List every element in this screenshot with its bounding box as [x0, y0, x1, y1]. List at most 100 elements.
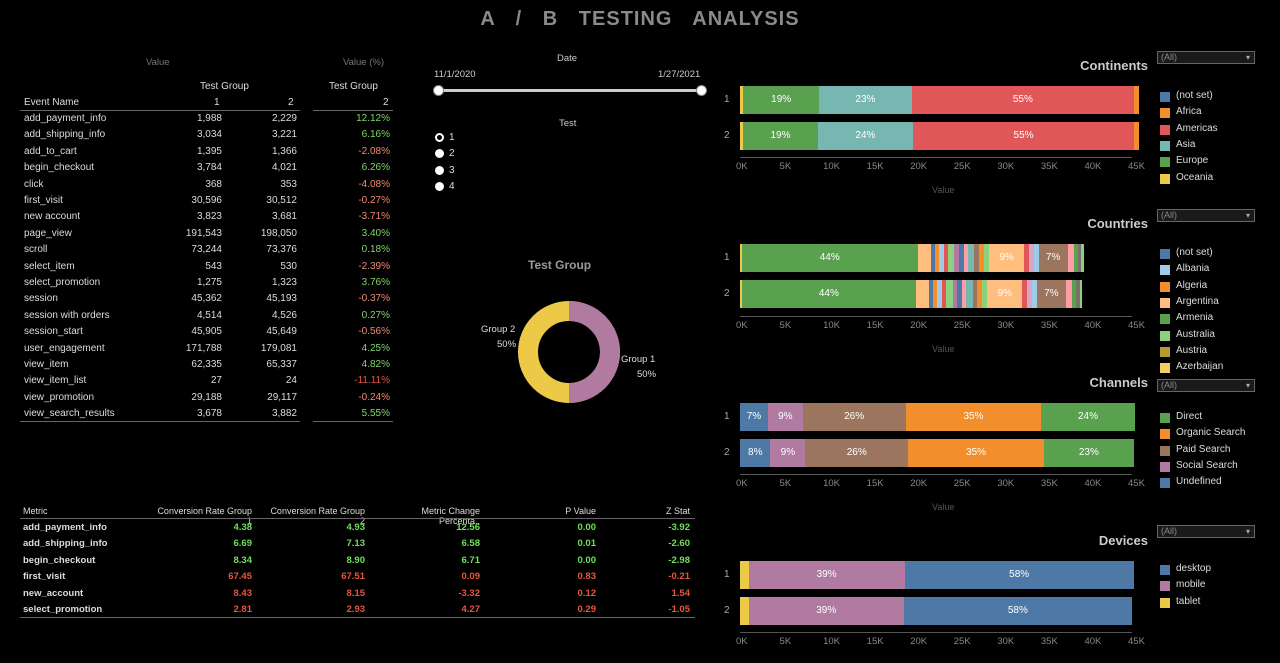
bar-segment[interactable]: 23% [1044, 439, 1134, 467]
legend-swatch [1160, 429, 1170, 440]
bar-segment[interactable] [962, 280, 967, 308]
bar-segment[interactable]: 44% [741, 280, 916, 308]
bar-segment[interactable]: 55% [913, 122, 1134, 150]
bar-segment[interactable] [933, 280, 937, 308]
bar-segment[interactable] [917, 244, 931, 272]
bar-segment[interactable] [948, 244, 955, 272]
bar-segment[interactable] [982, 280, 988, 308]
bar-segment[interactable] [1071, 280, 1077, 308]
bar-segment[interactable] [1022, 280, 1028, 308]
bar-segment[interactable]: 55% [912, 86, 1134, 114]
bar-segment[interactable]: 24% [817, 122, 914, 150]
bar-segment[interactable] [740, 86, 744, 114]
bar-segment[interactable]: 8% [740, 439, 771, 467]
bar-segment[interactable]: 7% [1037, 280, 1066, 308]
bar-segment[interactable]: 19% [743, 86, 819, 114]
bar-segment[interactable]: 44% [741, 244, 918, 272]
bar-segment[interactable] [968, 244, 975, 272]
legend-swatch [1160, 597, 1170, 608]
bar-segment[interactable] [954, 244, 959, 272]
bar-segment[interactable]: 35% [905, 403, 1042, 431]
bar-segment[interactable] [935, 244, 939, 272]
bar-segment[interactable]: 9% [987, 280, 1023, 308]
countries-filter-dropdown[interactable]: (All) ▾ [1157, 209, 1255, 222]
bar-segment[interactable]: 26% [805, 439, 909, 467]
metric-c3: 6.71 [461, 554, 481, 566]
table-row: first_visit 30,596 30,512 -0.27% [20, 195, 395, 211]
bar-segment[interactable] [963, 244, 969, 272]
legend-label: Argentina [1176, 295, 1219, 307]
bar-segment[interactable] [1067, 244, 1074, 272]
metric-c1: 4.38 [233, 522, 253, 533]
bar-segment[interactable] [740, 597, 749, 625]
radio-button[interactable] [435, 133, 444, 142]
bar-segment[interactable] [1065, 280, 1072, 308]
bar-segment[interactable] [942, 280, 947, 308]
bar-segment[interactable] [978, 244, 984, 272]
bar-segment[interactable] [983, 244, 990, 272]
bar-segment[interactable] [1077, 244, 1082, 272]
bar-segment[interactable]: 9% [770, 439, 806, 467]
devices-filter-dropdown[interactable]: (All) ▾ [1157, 525, 1255, 538]
axis-tick-label: 30K [997, 161, 1015, 172]
bar-segment[interactable]: 9% [989, 244, 1024, 272]
bar-segment[interactable]: 23% [818, 86, 913, 114]
bar-segment[interactable]: 24% [1041, 403, 1135, 431]
continents-filter-dropdown[interactable]: (All) ▾ [1157, 51, 1255, 64]
bar-segment[interactable]: 58% [904, 561, 1134, 589]
bar-segment[interactable] [943, 244, 949, 272]
bar-segment[interactable] [1081, 244, 1085, 272]
radio-button[interactable] [435, 165, 444, 175]
bar-segment[interactable] [966, 280, 973, 308]
bar-segment[interactable] [740, 244, 742, 272]
bar-segment[interactable] [1133, 122, 1139, 150]
group1-value: 1,275 [196, 277, 222, 288]
table-row: session_start 45,905 45,649 -0.56% [20, 326, 395, 342]
date-slider-end-handle[interactable] [696, 85, 707, 96]
bar-segment[interactable] [740, 280, 742, 308]
bar-segment[interactable] [972, 280, 977, 308]
bar-segment[interactable] [952, 280, 957, 308]
bar-segment[interactable]: 39% [748, 561, 905, 589]
channels-filter-dropdown[interactable]: (All) ▾ [1157, 379, 1255, 392]
bar-segment[interactable] [1076, 280, 1080, 308]
bar-segment[interactable] [930, 244, 936, 272]
bar-segment[interactable]: 35% [908, 439, 1044, 467]
bar-segment[interactable]: 7% [740, 403, 768, 431]
bar-segment[interactable]: 39% [748, 597, 904, 625]
donut-title: Test Group [528, 258, 592, 272]
bar-segment[interactable] [946, 280, 953, 308]
metric-col-header: P Value [565, 506, 596, 516]
bar-segment[interactable] [740, 122, 744, 150]
bar-segment[interactable]: 9% [767, 403, 803, 431]
legend-swatch [1160, 330, 1170, 341]
radio-button[interactable] [435, 181, 444, 191]
bar-segment[interactable] [936, 280, 943, 308]
bar-segment[interactable]: 19% [743, 122, 818, 150]
bar-segment[interactable] [1079, 280, 1083, 308]
bar-segment[interactable] [958, 244, 964, 272]
event-name: add_shipping_info [24, 129, 106, 141]
bar-segment[interactable] [929, 280, 934, 308]
bar-segment[interactable] [1073, 244, 1078, 272]
bar-segment[interactable] [1133, 86, 1139, 114]
event-name: new account [24, 211, 81, 223]
bar-segment[interactable]: 26% [802, 403, 906, 431]
legend-label: Algeria [1176, 279, 1208, 291]
bar-segment[interactable] [938, 244, 944, 272]
bar-segment[interactable] [974, 244, 979, 272]
bar-segment[interactable] [956, 280, 963, 308]
bar-segment[interactable] [1027, 280, 1032, 308]
bar-segment[interactable]: 58% [903, 597, 1132, 625]
radio-button[interactable] [435, 149, 444, 159]
bar-segment[interactable] [1023, 244, 1030, 272]
bar-segment[interactable] [976, 280, 983, 308]
bar-segment[interactable] [1031, 280, 1038, 308]
date-slider-track[interactable] [437, 89, 702, 92]
date-slider-start-handle[interactable] [433, 85, 444, 96]
bar-segment[interactable]: 7% [1038, 244, 1068, 272]
bar-segment[interactable] [1033, 244, 1039, 272]
bar-segment[interactable] [915, 280, 930, 308]
bar-segment[interactable] [740, 561, 749, 589]
bar-segment[interactable] [1029, 244, 1034, 272]
